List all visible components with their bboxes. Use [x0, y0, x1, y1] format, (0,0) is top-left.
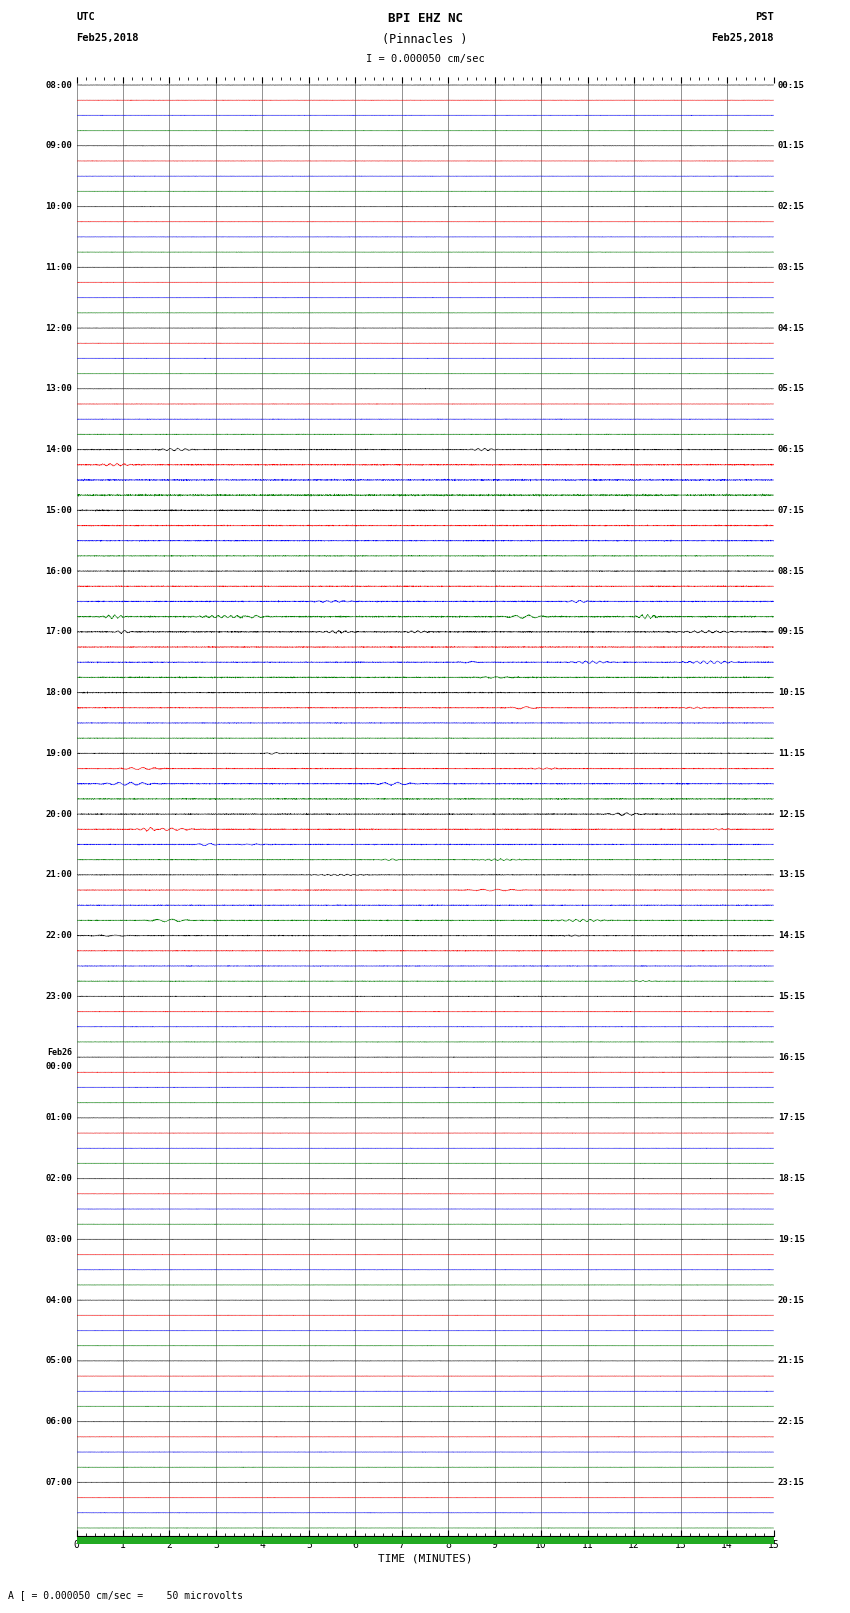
Text: 05:15: 05:15	[778, 384, 805, 394]
Text: 18:00: 18:00	[45, 689, 72, 697]
Text: 20:15: 20:15	[778, 1295, 805, 1305]
Text: 06:15: 06:15	[778, 445, 805, 453]
Text: Feb25,2018: Feb25,2018	[76, 32, 139, 42]
Text: 14:00: 14:00	[45, 445, 72, 453]
Text: 03:00: 03:00	[45, 1236, 72, 1244]
Text: 22:00: 22:00	[45, 931, 72, 940]
Text: 01:00: 01:00	[45, 1113, 72, 1123]
Text: 05:00: 05:00	[45, 1357, 72, 1365]
Text: 10:00: 10:00	[45, 202, 72, 211]
Text: Feb25,2018: Feb25,2018	[711, 32, 774, 42]
Text: 07:00: 07:00	[45, 1478, 72, 1487]
Text: 14:15: 14:15	[778, 931, 805, 940]
Text: 23:15: 23:15	[778, 1478, 805, 1487]
Text: 10:15: 10:15	[778, 689, 805, 697]
X-axis label: TIME (MINUTES): TIME (MINUTES)	[377, 1553, 473, 1563]
Text: 19:00: 19:00	[45, 748, 72, 758]
Text: 00:15: 00:15	[778, 81, 805, 89]
Text: 02:15: 02:15	[778, 202, 805, 211]
Text: PST: PST	[755, 11, 774, 21]
Text: 00:00: 00:00	[45, 1063, 72, 1071]
Text: UTC: UTC	[76, 11, 95, 21]
Text: 12:15: 12:15	[778, 810, 805, 818]
Text: 04:15: 04:15	[778, 324, 805, 332]
Text: 23:00: 23:00	[45, 992, 72, 1000]
Text: 15:15: 15:15	[778, 992, 805, 1000]
Text: 12:00: 12:00	[45, 324, 72, 332]
Text: 22:15: 22:15	[778, 1418, 805, 1426]
Text: 11:15: 11:15	[778, 748, 805, 758]
Text: 07:15: 07:15	[778, 506, 805, 515]
Text: 17:15: 17:15	[778, 1113, 805, 1123]
Text: 20:00: 20:00	[45, 810, 72, 818]
Text: 16:00: 16:00	[45, 566, 72, 576]
Text: 17:00: 17:00	[45, 627, 72, 636]
Text: 15:00: 15:00	[45, 506, 72, 515]
Text: 04:00: 04:00	[45, 1295, 72, 1305]
Text: 06:00: 06:00	[45, 1418, 72, 1426]
Text: BPI EHZ NC: BPI EHZ NC	[388, 11, 462, 24]
Text: 03:15: 03:15	[778, 263, 805, 271]
Text: 21:00: 21:00	[45, 871, 72, 879]
Text: 18:15: 18:15	[778, 1174, 805, 1182]
Text: 09:00: 09:00	[45, 142, 72, 150]
Text: 19:15: 19:15	[778, 1236, 805, 1244]
Text: 02:00: 02:00	[45, 1174, 72, 1182]
Text: 01:15: 01:15	[778, 142, 805, 150]
Text: 09:15: 09:15	[778, 627, 805, 636]
Text: I = 0.000050 cm/sec: I = 0.000050 cm/sec	[366, 53, 484, 63]
Text: (Pinnacles ): (Pinnacles )	[382, 32, 468, 45]
Text: 13:15: 13:15	[778, 871, 805, 879]
Text: 16:15: 16:15	[778, 1053, 805, 1061]
Text: A [ = 0.000050 cm/sec =    50 microvolts: A [ = 0.000050 cm/sec = 50 microvolts	[8, 1590, 243, 1600]
Text: Feb26: Feb26	[48, 1048, 72, 1057]
Text: 11:00: 11:00	[45, 263, 72, 271]
Text: 08:00: 08:00	[45, 81, 72, 89]
Text: 13:00: 13:00	[45, 384, 72, 394]
Text: 21:15: 21:15	[778, 1357, 805, 1365]
Text: 08:15: 08:15	[778, 566, 805, 576]
